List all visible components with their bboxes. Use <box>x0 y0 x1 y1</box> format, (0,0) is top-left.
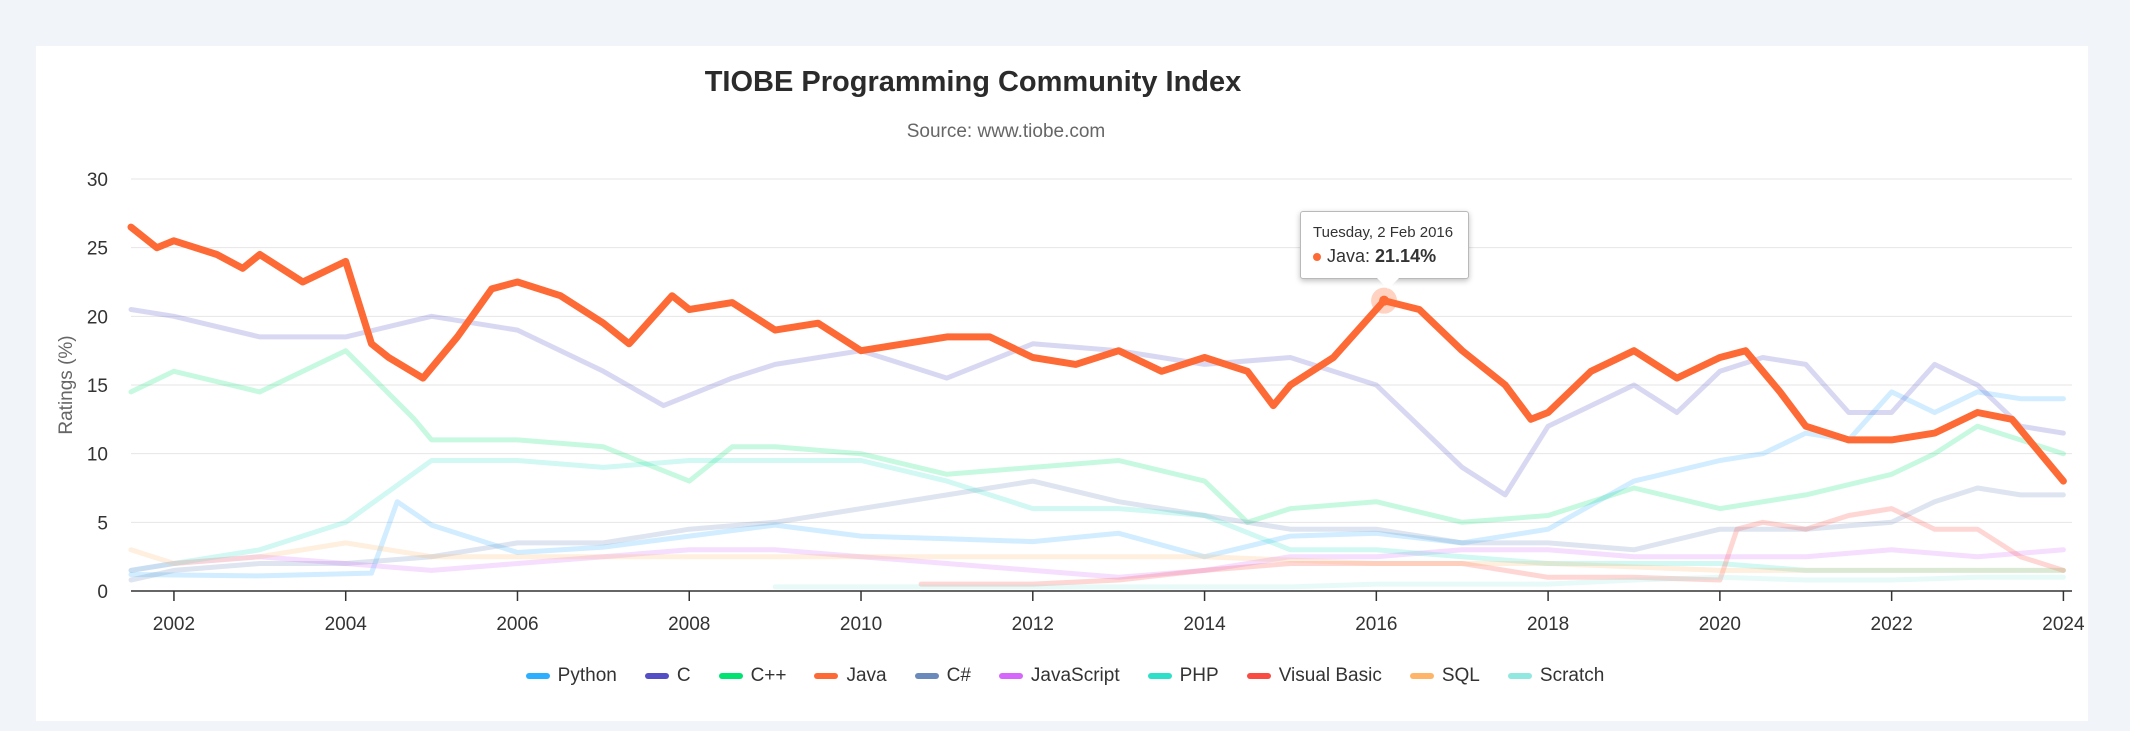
chart-legend: Python C C++ Java C# JavaScript PHP Visual Basi… <box>0 665 2130 687</box>
legend-swatch <box>644 673 669 679</box>
legend-item-c[interactable]: C <box>644 665 691 687</box>
x-tick-label: 2004 <box>325 614 368 635</box>
legend-swatch <box>814 673 839 679</box>
series-line-c[interactable] <box>128 307 2066 498</box>
y-tick-label: 30 <box>87 170 108 191</box>
x-tick-label: 2008 <box>668 614 710 635</box>
legend-item-c-[interactable]: C# <box>914 665 971 687</box>
legend-label: JavaScript <box>1030 665 1120 686</box>
x-tick-label: 2022 <box>1871 614 1913 635</box>
x-tick-label: 2020 <box>1699 614 1741 635</box>
tooltip-date: Tuesday, 2 Feb 2016 <box>1313 224 1454 241</box>
series-line-c-[interactable] <box>128 348 2066 525</box>
series-line-javascript[interactable] <box>128 547 2066 580</box>
y-tick-label: 15 <box>87 376 108 397</box>
series-line-python[interactable] <box>128 389 2066 579</box>
chart-card <box>36 46 2088 721</box>
y-axis-label: Ratings (%) <box>56 335 77 434</box>
chart-title: TIOBE Programming Community Index <box>704 66 1242 98</box>
y-tick-label: 5 <box>97 513 108 534</box>
axes: 0 5 10 15 20 25 30 2002 2004 2006 2008 2010 2012 2014… <box>87 170 2085 635</box>
legend-swatch <box>525 673 550 679</box>
tooltip-pointer <box>1377 278 1399 289</box>
hover-marker <box>1371 287 1398 314</box>
x-tick-label: 2010 <box>840 614 882 635</box>
x-tick-label: 2012 <box>1012 614 1054 635</box>
x-tick-label: 2014 <box>1183 614 1226 635</box>
legend-label: SQL <box>1441 665 1480 686</box>
legend-label: C <box>676 665 691 686</box>
series-line-java[interactable] <box>127 223 2067 485</box>
legend-label: Python <box>557 665 617 686</box>
legend-label: PHP <box>1179 665 1219 686</box>
data-tooltip: Tuesday, 2 Feb 2016 Java: 21.14% <box>1300 211 1469 289</box>
x-tick-label: 2018 <box>1527 614 1569 635</box>
x-tick-label: 2002 <box>153 614 195 635</box>
legend-item-c-[interactable]: C++ <box>718 665 787 687</box>
tooltip-series-label: Java: <box>1327 246 1376 266</box>
hover-point[interactable] <box>1379 295 1390 306</box>
legend-item-visual-basic[interactable]: Visual Basic <box>1246 665 1382 687</box>
legend-item-java[interactable]: Java <box>814 665 887 687</box>
legend-item-python[interactable]: Python <box>525 665 617 687</box>
tooltip-series-dot <box>1313 253 1321 262</box>
y-tick-label: 10 <box>87 445 108 466</box>
series-line-php[interactable] <box>128 458 2066 573</box>
legend-label: Visual Basic <box>1278 665 1382 686</box>
y-tick-label: 0 <box>97 582 108 603</box>
series-lines <box>127 223 2067 590</box>
y-tick-label: 20 <box>87 307 108 328</box>
tooltip-row: Java: 21.14% <box>1313 246 1436 267</box>
series-line-c-[interactable] <box>128 478 2066 583</box>
legend-swatch <box>914 673 939 679</box>
legend-swatch <box>998 673 1023 679</box>
legend-swatch <box>1147 673 1172 679</box>
legend-item-sql[interactable]: SQL <box>1409 665 1480 687</box>
legend-swatch <box>1409 673 1434 679</box>
chart-subtitle: Source: www.tiobe.com <box>906 121 1106 142</box>
tooltip-value: 21.14% <box>1375 246 1437 266</box>
x-tick-label: 2016 <box>1355 614 1397 635</box>
legend-swatch <box>1507 673 1532 679</box>
x-tick-label: 2006 <box>496 614 538 635</box>
legend-label: C++ <box>750 665 787 686</box>
legend-item-javascript[interactable]: JavaScript <box>998 665 1120 687</box>
legend-label: Scratch <box>1539 665 1605 686</box>
legend-swatch <box>718 673 743 679</box>
series-line-sql[interactable] <box>128 540 2066 573</box>
legend-label: C# <box>946 665 971 686</box>
x-tick-label: 2024 <box>2042 614 2085 635</box>
legend-item-scratch[interactable]: Scratch <box>1507 665 1605 687</box>
series-line-visual-basic[interactable] <box>918 506 2066 587</box>
legend-swatch <box>1246 673 1271 679</box>
legend-label: Java <box>846 665 887 686</box>
series-line-scratch[interactable] <box>772 574 2066 590</box>
legend-item-php[interactable]: PHP <box>1147 665 1219 687</box>
y-tick-label: 25 <box>87 239 108 260</box>
